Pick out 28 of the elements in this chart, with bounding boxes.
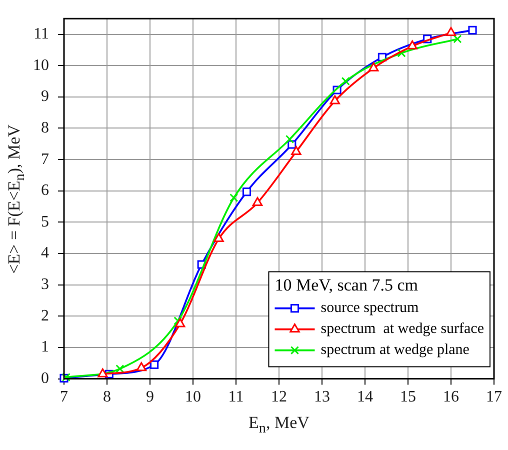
y-tick-label: 3	[41, 276, 49, 294]
y-tick-label: 0	[41, 370, 49, 388]
x-tick-label: 14	[357, 388, 373, 406]
legend-title: 10 MeV, scan 7.5 cm	[274, 275, 418, 294]
y-tick-label: 6	[41, 182, 49, 200]
y-tick-label: 9	[41, 88, 49, 106]
x-tick-label: 12	[271, 388, 287, 406]
x-tick-label: 8	[103, 388, 111, 406]
y-tick-label: 1	[41, 338, 49, 356]
x-tick-label: 10	[185, 388, 201, 406]
x-tick-label: 13	[314, 388, 330, 406]
x-tick-label: 11	[228, 388, 244, 406]
x-tick-label: 15	[400, 388, 416, 406]
x-tick-label: 16	[443, 388, 459, 406]
y-tick-label: 2	[41, 307, 49, 324]
legend-label: source spectrum	[320, 300, 419, 316]
y-tick-label: 8	[41, 119, 49, 136]
y-tick-label: 11	[34, 25, 49, 42]
x-tick-label: 9	[146, 388, 154, 406]
y-tick-label: 10	[33, 56, 49, 74]
legend-label: spectrum at wedge surface	[320, 321, 484, 338]
y-tick-label: 7	[41, 150, 49, 168]
x-tick-label: 7	[60, 388, 68, 406]
y-tick-label: 4	[41, 244, 49, 262]
x-axis-title: E$_{n}$, MeV	[248, 412, 310, 438]
legend-label: spectrum at wedge plane	[320, 342, 470, 358]
y-tick-label: 5	[41, 213, 49, 230]
x-tick-label: 17	[486, 388, 502, 406]
